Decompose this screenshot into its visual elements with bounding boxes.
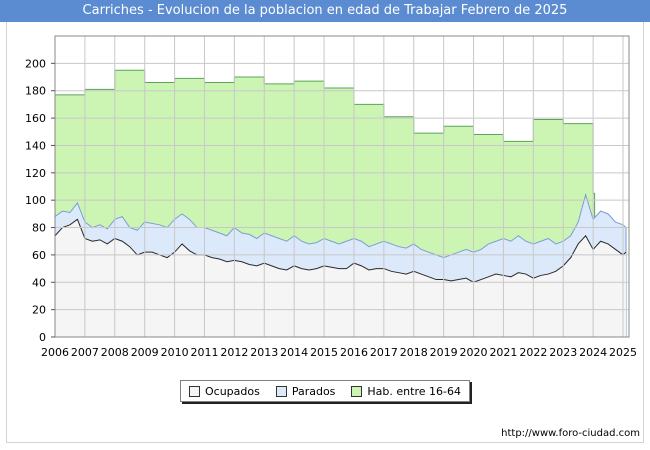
y-tick-label: 0	[39, 331, 46, 344]
y-tick-label: 40	[32, 276, 46, 289]
y-tick-label: 20	[32, 304, 46, 317]
legend-item-parados: Parados	[275, 384, 336, 398]
x-tick-label: 2023	[549, 346, 577, 359]
y-tick-label: 140	[25, 139, 46, 152]
y-tick-label: 100	[25, 194, 46, 207]
legend-swatch-parados	[275, 385, 287, 397]
x-tick-label: 2012	[220, 346, 248, 359]
chart-title: Carriches - Evolucion de la poblacion en…	[0, 0, 650, 22]
chart-frame	[6, 22, 644, 443]
x-tick-label: 2022	[519, 346, 547, 359]
y-tick-label: 80	[32, 222, 46, 235]
legend: Ocupados Parados Hab. entre 16-64	[180, 380, 470, 402]
x-tick-label: 2014	[280, 346, 308, 359]
x-tick-label: 2013	[250, 346, 278, 359]
y-tick-label: 60	[32, 249, 46, 262]
x-tick-label: 2019	[430, 346, 458, 359]
legend-label-parados: Parados	[291, 384, 336, 398]
x-tick-label: 2024	[579, 346, 607, 359]
series-ocupados-area	[55, 219, 627, 337]
y-tick-label: 160	[25, 112, 46, 125]
legend-swatch-hab	[351, 385, 363, 397]
x-tick-label: 2010	[161, 346, 189, 359]
x-tick-label: 2009	[131, 346, 159, 359]
plot-border	[54, 35, 630, 338]
x-tick-label: 2016	[340, 346, 368, 359]
legend-label-ocupados: Ocupados	[204, 384, 260, 398]
x-tick-label: 2020	[460, 346, 488, 359]
x-tick-label: 2011	[190, 346, 218, 359]
x-tick-label: 2015	[310, 346, 338, 359]
legend-label-hab: Hab. entre 16-64	[367, 384, 461, 398]
x-tick-label: 2007	[71, 346, 99, 359]
y-tick-label: 200	[25, 57, 46, 70]
x-tick-label: 2025	[609, 346, 637, 359]
source-url: http://www.foro-ciudad.com	[501, 428, 640, 439]
series-ocupados-line	[54, 218, 627, 283]
legend-swatch-ocupados	[188, 385, 200, 397]
x-tick-label: 2008	[101, 346, 129, 359]
y-tick-label: 180	[25, 85, 46, 98]
x-tick-label: 2018	[400, 346, 428, 359]
legend-item-ocupados: Ocupados	[188, 384, 260, 398]
x-tick-label: 2021	[489, 346, 517, 359]
y-tick-label: 120	[25, 167, 46, 180]
x-tick-label: 2006	[41, 346, 69, 359]
legend-item-hab: Hab. entre 16-64	[351, 385, 461, 398]
x-tick-label: 2017	[370, 346, 398, 359]
